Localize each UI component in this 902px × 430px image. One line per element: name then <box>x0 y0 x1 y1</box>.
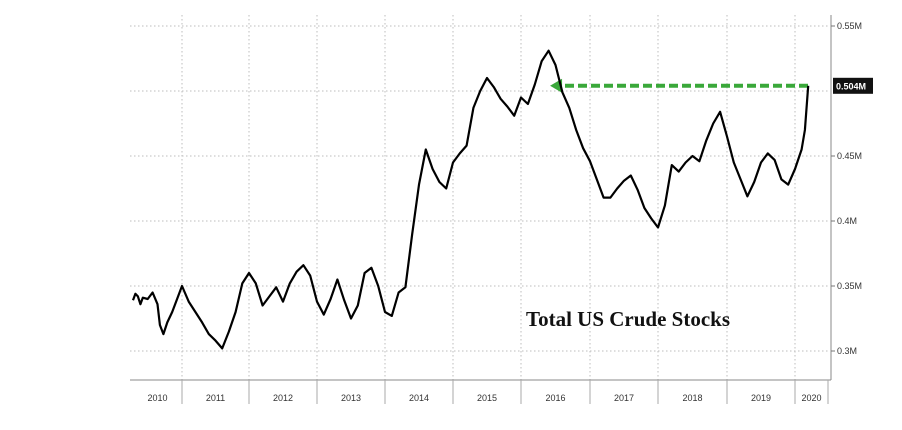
y-tick-label: 0.55M <box>837 21 862 31</box>
chart-title: Total US Crude Stocks <box>526 307 730 331</box>
last-value-label: 0.504M <box>836 81 866 91</box>
x-tick-label: 2013 <box>341 393 361 403</box>
x-tick-label: 2016 <box>545 393 565 403</box>
series-line <box>131 49 810 350</box>
y-tick-label: 0.45M <box>837 151 862 161</box>
x-tick-label: 2018 <box>682 393 702 403</box>
series <box>131 49 810 350</box>
x-tick-label: 2017 <box>614 393 634 403</box>
x-tick-label: 2020 <box>801 393 821 403</box>
x-tick-label: 2019 <box>751 393 771 403</box>
x-tick-label: 2014 <box>409 393 429 403</box>
last-value-badge: 0.504M <box>833 77 873 94</box>
y-tick-label: 0.35M <box>837 281 862 291</box>
last-value-badge-box <box>833 77 873 94</box>
x-tick-label: 2010 <box>147 393 167 403</box>
grid <box>130 15 828 380</box>
x-tick-label: 2011 <box>206 393 225 403</box>
x-tick-label: 2015 <box>477 393 497 403</box>
x-tick-label: 2012 <box>273 393 293 403</box>
x-ticks: 2010 2011 2012 2013 2014 2015 2016 2017 2018 2019… <box>147 380 829 404</box>
y-ticks: 0.55M 0.45M 0.4M 0.35M 0.3M <box>831 21 862 356</box>
axes <box>130 15 832 381</box>
y-tick-label: 0.4M <box>837 216 857 226</box>
y-tick-label: 0.3M <box>837 346 857 356</box>
